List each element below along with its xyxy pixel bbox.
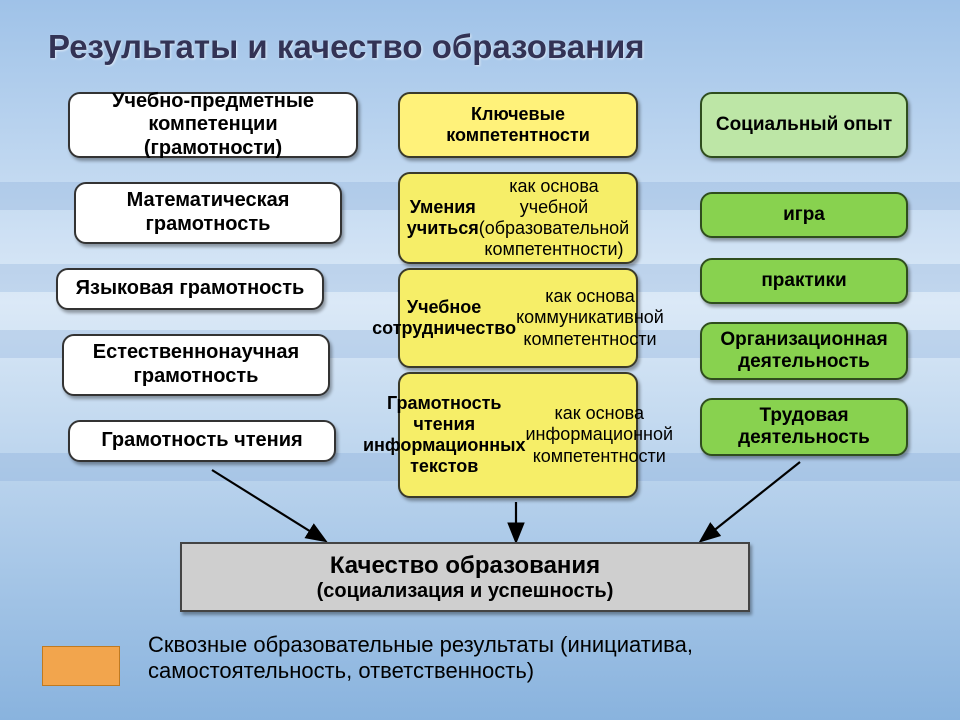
green-box-4: Трудовая деятельность — [700, 398, 908, 456]
quality-box-title: Качество образования — [194, 552, 736, 580]
quality-box-sub: (социализация и успешность) — [194, 580, 736, 603]
green-box-1: игра — [700, 192, 908, 238]
white-box-2: Языковая грамотность — [56, 268, 324, 310]
yellow-box-2: Учебное сотрудничество как основа коммун… — [398, 268, 638, 368]
yellow-box-0: Ключевые компетентности — [398, 92, 638, 158]
green-box-3: Организационная деятельность — [700, 322, 908, 380]
orange-block — [42, 646, 120, 686]
slide-title: Результаты и качество образования — [48, 28, 645, 66]
yellow-box-1: Умения учиться как основа учебной (образ… — [398, 172, 638, 264]
white-box-3: Естественнонаучная грамотность — [62, 334, 330, 396]
slide-root: Результаты и качество образования Учебно-… — [0, 0, 960, 720]
white-box-4: Грамотность чтения — [68, 420, 336, 462]
green-box-2: практики — [700, 258, 908, 304]
white-box-1: Математическая грамотность — [74, 182, 342, 244]
yellow-box-3: Грамотность чтения информационных тексто… — [398, 372, 638, 498]
quality-box: Качество образования(социализация и успе… — [180, 542, 750, 612]
green-box-0: Социальный опыт — [700, 92, 908, 158]
footer-text: Сквозные образовательные результаты (ини… — [148, 632, 888, 684]
white-box-0: Учебно-предметные компетенции (грамотнос… — [68, 92, 358, 158]
